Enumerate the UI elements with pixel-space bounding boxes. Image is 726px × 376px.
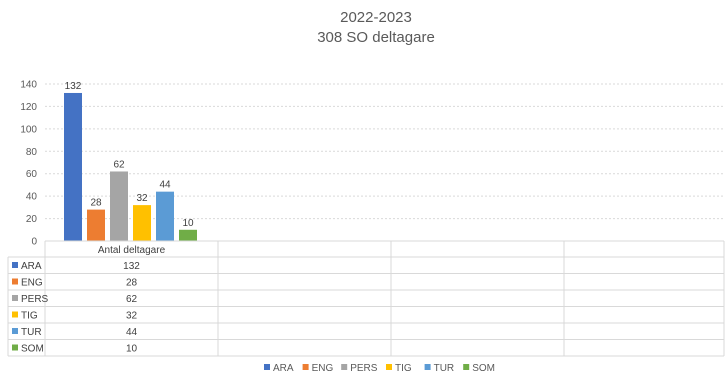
y-tick-label: 20	[26, 214, 38, 225]
table-series-name: PERS	[21, 294, 49, 305]
table-legend-key	[12, 295, 18, 301]
table-legend-key	[12, 344, 18, 351]
table-cell-value: 44	[126, 327, 138, 338]
y-axis-ticks: 0 20 40 60 80 100 120 140	[20, 80, 37, 248]
table-series-name: SOM	[21, 344, 44, 355]
data-label: 10	[182, 218, 194, 229]
legend-key-ara	[264, 364, 270, 370]
y-tick-label: 40	[26, 192, 38, 203]
data-label: 62	[113, 159, 125, 170]
y-tick-label: 0	[31, 237, 37, 248]
y-tick-label: 120	[20, 102, 37, 113]
table-legend-key	[12, 262, 18, 268]
data-label: 44	[159, 180, 171, 191]
legend-key-tur	[424, 364, 431, 370]
table-series-name: ENG	[21, 278, 43, 289]
table-legend-key	[12, 278, 18, 285]
data-table: Antal deltagare ARA 132 ENG 28 PERS 62 TIG 32 TUR…	[7, 240, 725, 357]
legend-key-eng	[302, 364, 309, 370]
table-cell-value: 10	[126, 344, 138, 355]
table-legend-key	[12, 328, 18, 334]
legend-key-pers	[341, 364, 348, 370]
data-label: 32	[136, 193, 148, 204]
legend-key-som	[463, 364, 470, 370]
legend: ARA ENG PERS TIG TUR SOM	[264, 363, 495, 374]
y-tick-label: 80	[26, 147, 38, 158]
bar-ara	[64, 92, 82, 241]
table-cell-value: 132	[123, 261, 140, 272]
y-tick-label: 60	[26, 169, 38, 180]
bar-eng	[87, 209, 105, 241]
legend-label: ENG	[312, 363, 334, 374]
y-tick-label: 100	[20, 124, 37, 135]
table-series-name: TIG	[21, 311, 38, 322]
y-tick-label: 140	[20, 80, 37, 91]
table-cell-value: 62	[126, 294, 138, 305]
table-series-name: ARA	[21, 261, 42, 272]
bar-tur	[156, 191, 174, 241]
bars: 132 28 62 32 44 10	[64, 81, 197, 241]
legend-label: TUR	[434, 363, 455, 374]
chart-title: 2022-2023	[340, 9, 412, 26]
chart-subtitle: 308 SO deltagare	[317, 29, 435, 46]
table-cell-value: 32	[126, 311, 138, 322]
legend-label: ARA	[273, 363, 294, 374]
table-cell-value: 28	[126, 278, 138, 289]
table-category-header: Antal deltagare	[98, 245, 166, 256]
legend-label: TIG	[395, 363, 412, 374]
legend-label: PERS	[350, 363, 378, 374]
bar-som	[179, 229, 197, 241]
table-series-name: TUR	[21, 327, 42, 338]
bar-tig	[133, 205, 151, 241]
legend-label: SOM	[472, 363, 495, 374]
data-label: 132	[65, 81, 82, 92]
legend-key-tig	[386, 364, 392, 370]
bar-pers	[110, 171, 128, 241]
table-legend-key	[12, 311, 18, 318]
data-label: 28	[90, 198, 102, 209]
